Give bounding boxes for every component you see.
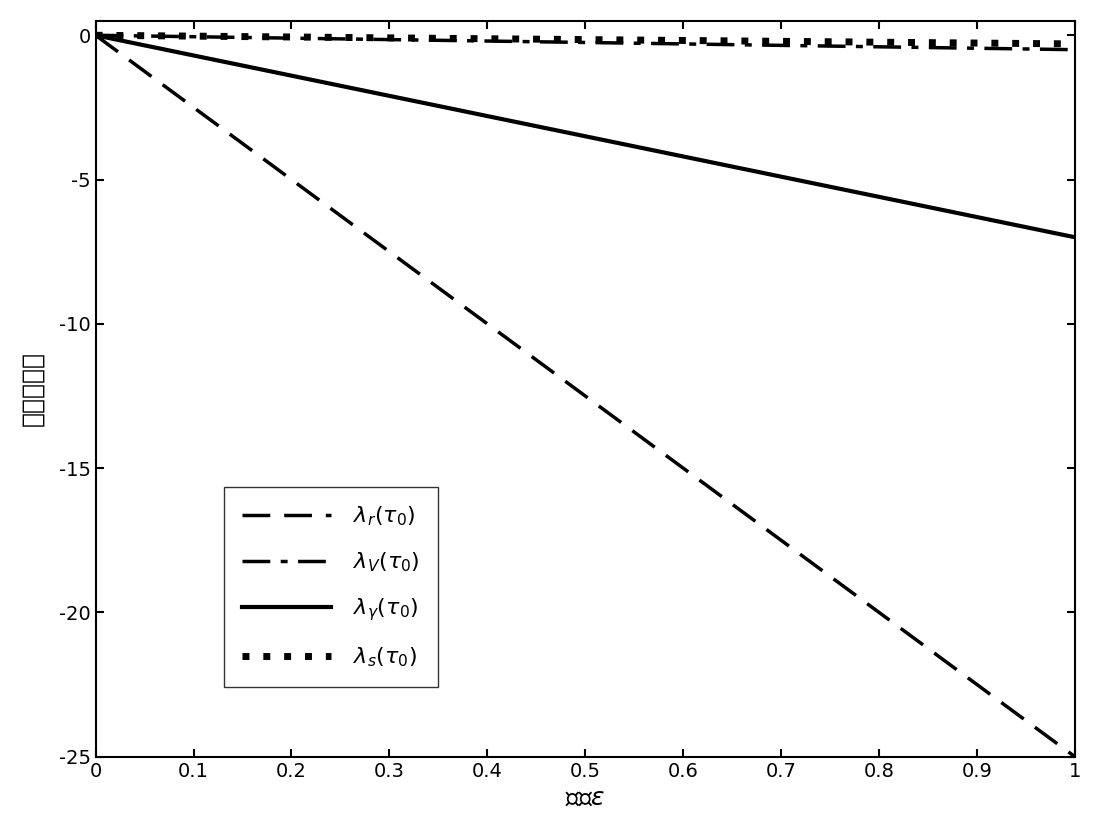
- $\lambda_\gamma(\tau_0)$: [672, 150, 685, 160]
- $\lambda_s(\tau_0)$: [554, 34, 568, 44]
- $\lambda_V(\tau_0)$: [554, 37, 568, 47]
- $\lambda_s(\tau_0)$: [89, 30, 102, 40]
- $\lambda_r(\tau_0)$: [1045, 735, 1058, 745]
- $\lambda_\gamma(\tau_0)$: [1068, 233, 1081, 243]
- Y-axis label: 协态变量値: 协态变量値: [21, 352, 45, 426]
- $\lambda_\gamma(\tau_0)$: [89, 30, 102, 40]
- $\lambda_\gamma(\tau_0)$: [560, 127, 573, 137]
- $\lambda_s(\tau_0)$: [619, 35, 633, 45]
- $\lambda_V(\tau_0)$: [892, 42, 905, 52]
- $\lambda_V(\tau_0)$: [619, 38, 633, 48]
- $\lambda_V(\tau_0)$: [672, 39, 685, 49]
- Line: $\lambda_r(\tau_0)$: $\lambda_r(\tau_0)$: [96, 35, 1074, 757]
- Line: $\lambda_V(\tau_0)$: $\lambda_V(\tau_0)$: [96, 35, 1074, 50]
- $\lambda_s(\tau_0)$: [672, 36, 685, 46]
- $\lambda_\gamma(\tau_0)$: [1045, 228, 1058, 238]
- X-axis label: 参数$\epsilon$: 参数$\epsilon$: [565, 786, 605, 810]
- $\lambda_V(\tau_0)$: [560, 37, 573, 47]
- $\lambda_r(\tau_0)$: [619, 420, 633, 430]
- Line: $\lambda_s(\tau_0)$: $\lambda_s(\tau_0)$: [96, 35, 1074, 44]
- $\lambda_\gamma(\tau_0)$: [619, 140, 633, 150]
- $\lambda_s(\tau_0)$: [1068, 39, 1081, 49]
- $\lambda_\gamma(\tau_0)$: [892, 196, 905, 206]
- $\lambda_r(\tau_0)$: [554, 373, 568, 383]
- $\lambda_\gamma(\tau_0)$: [554, 126, 568, 136]
- $\lambda_s(\tau_0)$: [892, 37, 905, 47]
- $\lambda_V(\tau_0)$: [1045, 44, 1058, 54]
- $\lambda_r(\tau_0)$: [892, 622, 905, 632]
- $\lambda_r(\tau_0)$: [1068, 752, 1081, 762]
- $\lambda_s(\tau_0)$: [560, 34, 573, 44]
- $\lambda_r(\tau_0)$: [560, 377, 573, 387]
- Legend: $\lambda_r(\tau_0)$, $\lambda_V(\tau_0)$, $\lambda_\gamma(\tau_0)$, $\lambda_s(\: $\lambda_r(\tau_0)$, $\lambda_V(\tau_0)$…: [224, 487, 437, 686]
- $\lambda_V(\tau_0)$: [1068, 45, 1081, 55]
- $\lambda_r(\tau_0)$: [672, 460, 685, 470]
- Line: $\lambda_\gamma(\tau_0)$: $\lambda_\gamma(\tau_0)$: [96, 35, 1074, 238]
- $\lambda_s(\tau_0)$: [1045, 39, 1058, 49]
- $\lambda_V(\tau_0)$: [89, 30, 102, 40]
- $\lambda_r(\tau_0)$: [89, 30, 102, 40]
